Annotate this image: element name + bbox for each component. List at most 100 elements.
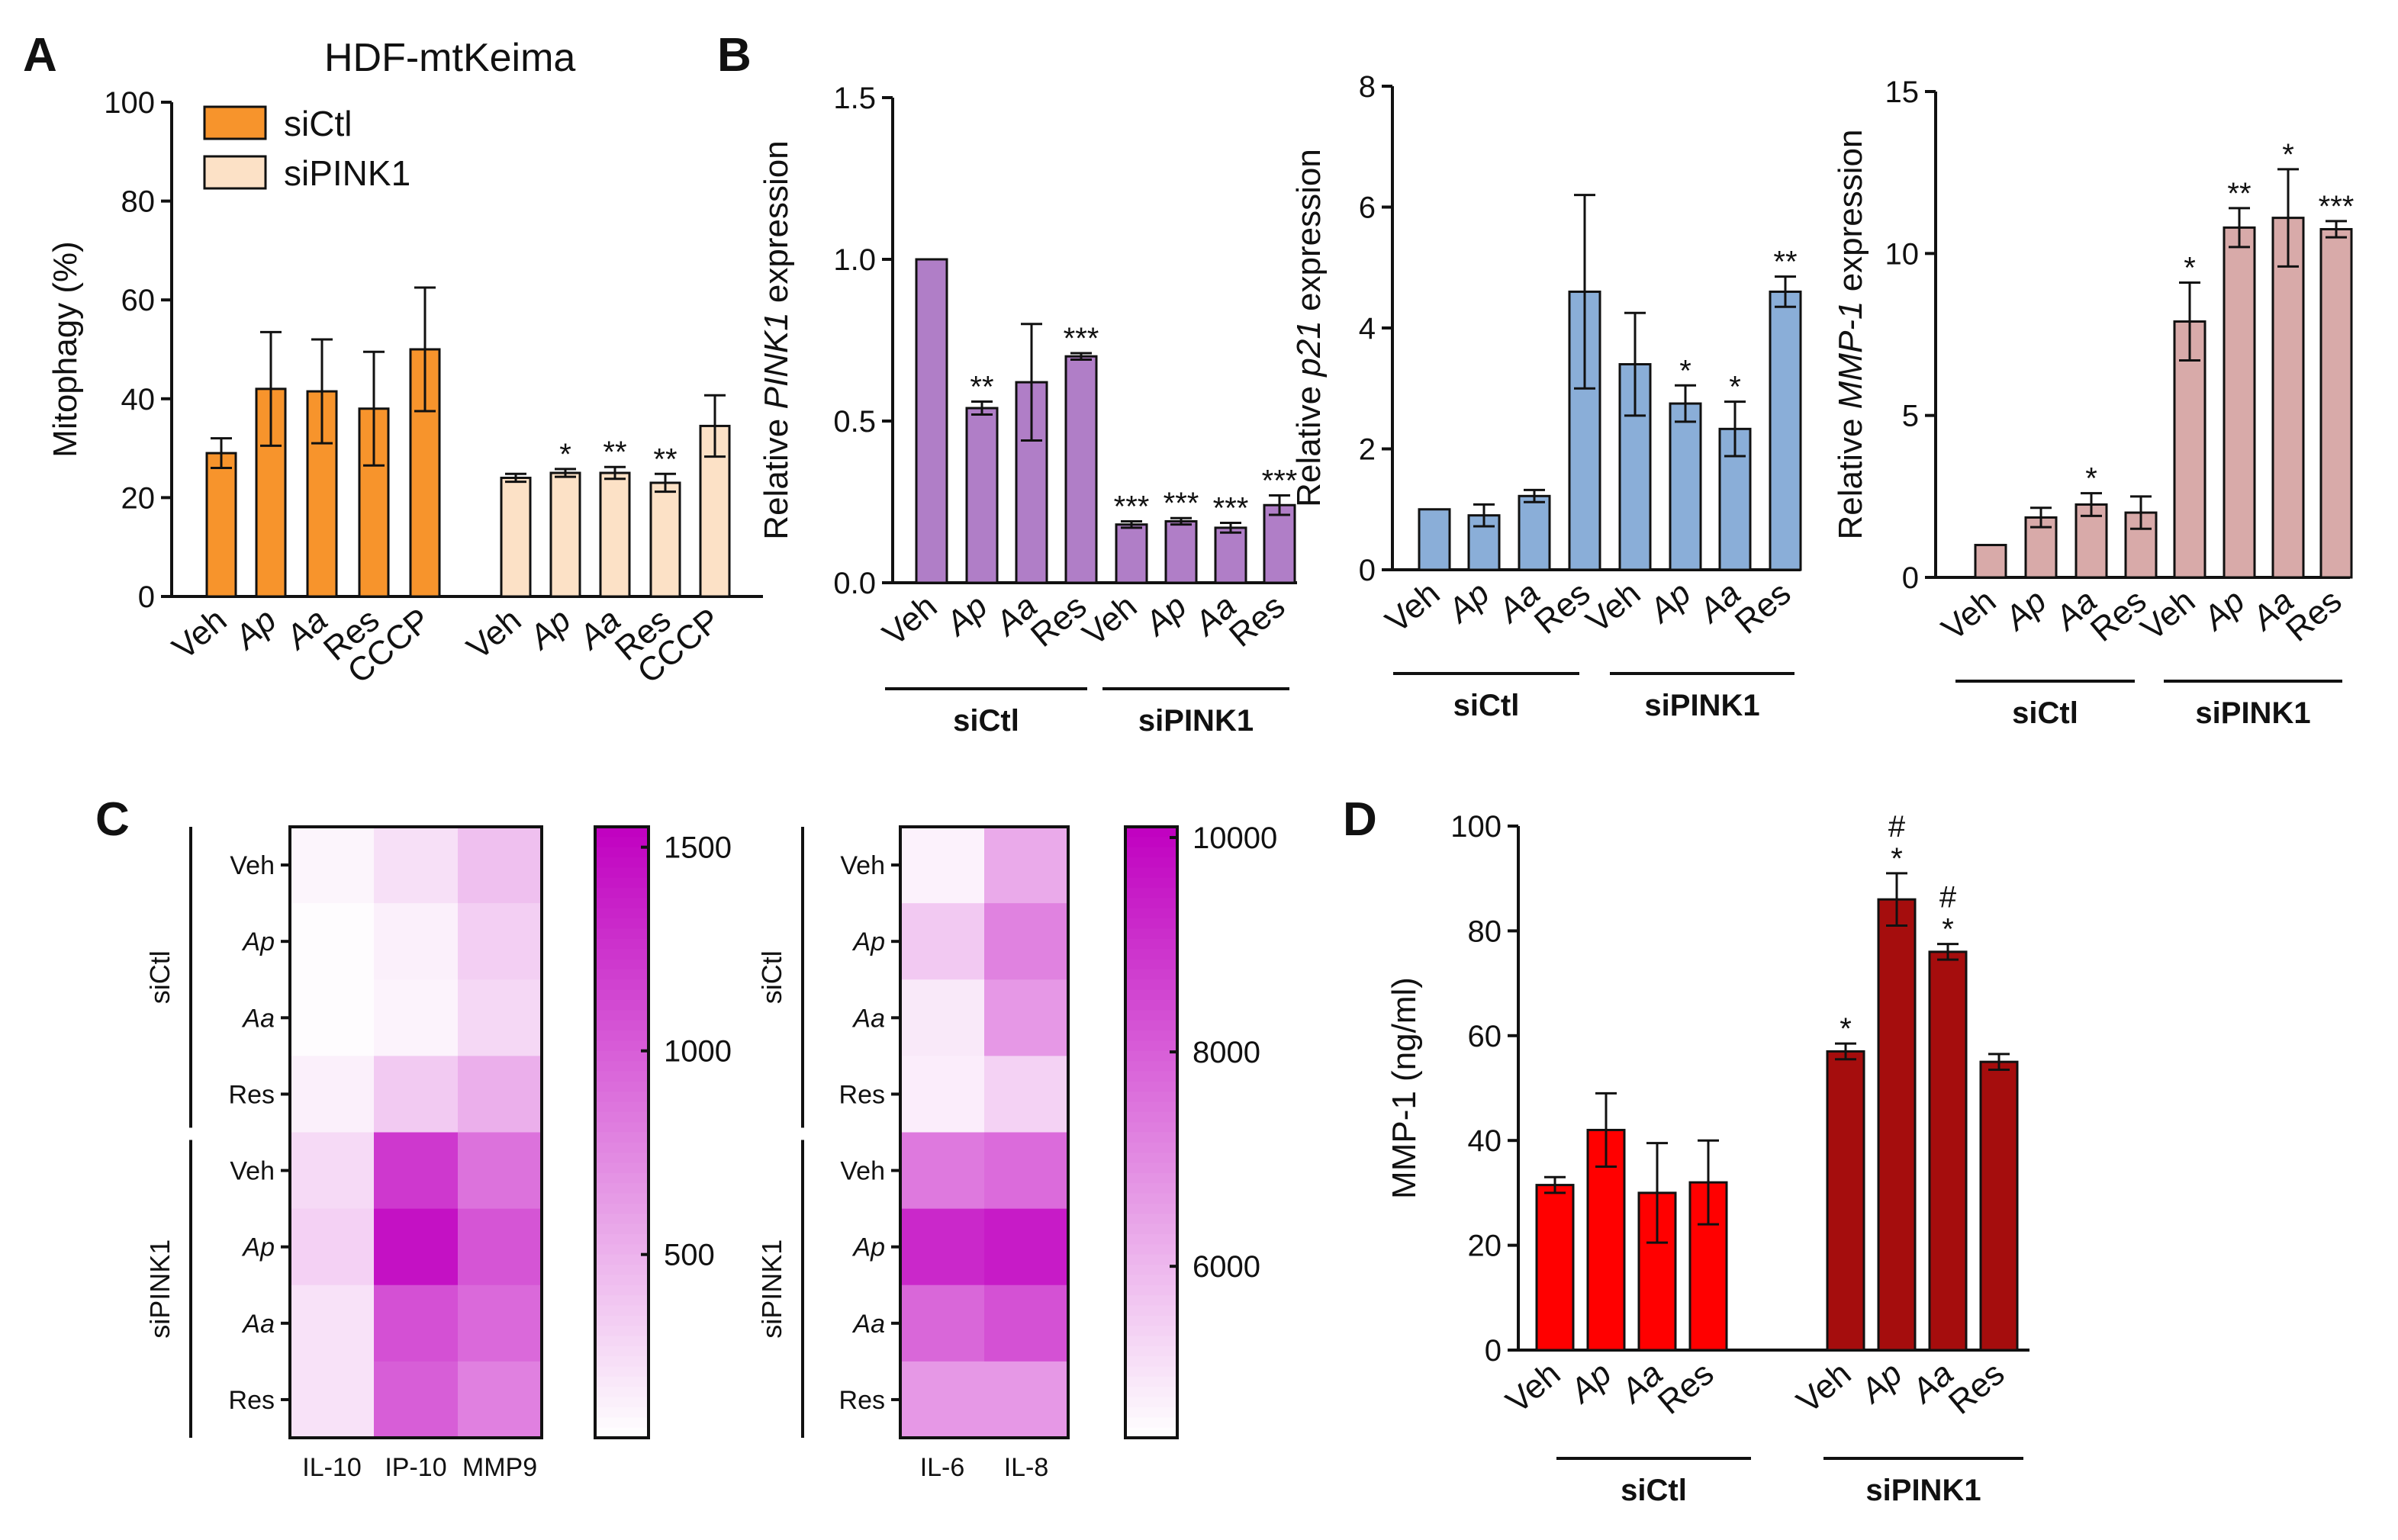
heatmap-cell [458,1056,542,1133]
colorbar-tick-label: 6000 [1193,1250,1260,1284]
y-tick-label: 1.0 [833,243,876,277]
heatmap-cell [374,827,459,904]
heatmap-frame [899,825,1070,1439]
group-label: siCtl [756,950,787,1004]
bar [1535,1184,1575,1352]
colorbar-segment [1125,867,1177,879]
colorbar-segment [1125,1010,1177,1021]
y-tick-label: 0 [1359,554,1376,587]
row-label: Res [229,1080,275,1109]
x-category-label: Ap [226,601,283,657]
colorbar-segment [1125,1183,1177,1194]
x-category-label: Ap [1439,574,1496,631]
group-label: siCtl [953,704,1019,738]
row-label: Aa [241,1004,275,1033]
significance-marker: *** [1114,490,1150,523]
x-category-label: Res [1728,574,1798,641]
y-tick-label: 0 [1902,561,1919,595]
colorbar-segment [1125,989,1177,1001]
bar [2173,320,2206,579]
colorbar-segment [1125,1254,1177,1265]
row-label: Ap [851,1233,885,1262]
significance-marker: * [1942,913,1954,947]
heatmap-cell [900,1132,985,1210]
colorbar-segment [1125,1223,1177,1235]
bar [549,471,581,598]
y-axis-title: Mitophagy (%) [47,241,84,458]
x-category-label: Veh [1076,587,1144,653]
heatmap-cell [374,903,459,980]
x-category-label: Ap [937,587,994,644]
colorbar-segment [1125,1295,1177,1307]
heatmap-cell [458,1361,542,1439]
bar [205,452,237,598]
x-category-label: Veh [460,601,529,667]
y-tick-label: 5 [1902,400,1919,433]
colorbar-segment [1125,938,1177,950]
row-label: Veh [840,851,885,880]
heatmap-cell [290,1056,375,1133]
colorbar-segment [1125,1417,1177,1429]
colorbar-segment [1125,1366,1177,1378]
bar [1769,290,1802,571]
colorbar-segment [1125,1326,1177,1337]
colorbar-segment [595,1071,649,1082]
y-axis-title-part: PINK1 [758,312,795,409]
significance-marker: ** [1773,246,1797,279]
heatmap-cell [984,1284,1069,1362]
significance-marker: * [2085,462,2097,496]
colorbar-segment [1125,1162,1177,1174]
colorbar-segment [595,1183,649,1194]
x-category-label: Ap [1561,1355,1618,1411]
bar [1064,355,1098,584]
colorbar-segment [595,1284,649,1296]
group-label: siPINK1 [1865,1474,1981,1507]
y-tick-label: 80 [121,185,156,219]
significance-marker: *** [1213,492,1249,526]
colorbar-segment [1125,837,1177,848]
colorbar-segment [595,938,649,950]
significance-marker: * [1840,1012,1852,1046]
significance-marker: * [1679,354,1691,387]
colorbar-segment [595,898,649,909]
colorbar-segment [595,877,649,889]
colorbar-segment [595,949,649,960]
colorbar-segment [595,1162,649,1174]
group-label: siCtl [1453,689,1520,722]
colorbar-segment [595,1254,649,1265]
bar [915,258,948,584]
group-label: siCtl [144,950,175,1004]
y-tick-label: 40 [1468,1124,1502,1158]
row-label: Aa [241,1310,275,1339]
colorbar-segment [595,1315,649,1326]
column-label: IL-6 [920,1453,965,1482]
heatmap-frame [288,825,543,1439]
column-label: MMP9 [462,1453,537,1482]
significance-marker: # [1939,881,1957,915]
bar [1518,494,1551,571]
row-label: Res [229,1386,275,1415]
y-axis-title-part: Relative [1832,409,1869,539]
colorbar-segment [1125,1407,1177,1418]
colorbar-segment [1125,1050,1177,1062]
significance-marker: *** [1164,487,1199,520]
heatmap-cell [984,979,1069,1056]
x-category-label: Veh [876,587,945,653]
colorbar-segment [1125,1234,1177,1245]
heatmap-cell [290,903,375,980]
significance-marker: ** [603,436,626,469]
x-category-label: Ap [1640,574,1698,631]
colorbar-segment [1125,857,1177,868]
bar [2223,226,2256,579]
y-tick-label: 100 [1450,810,1502,844]
heatmap-cell [900,1056,985,1133]
heatmap-il10-ip10-mmp9: Veh Ap Aa Res Veh Ap Aa Res IL-10 IP-10 MMP9 siCtl s… [144,825,732,1482]
colorbar-segment [1125,1376,1177,1387]
x-category-label: Res [1651,1355,1720,1422]
colorbar-tick-label: 10000 [1193,821,1277,855]
heatmap-cell [984,1208,1069,1286]
significance-marker: ** [653,442,677,476]
colorbar-segment [1125,1092,1177,1103]
heatmap-cell [984,1361,1069,1439]
